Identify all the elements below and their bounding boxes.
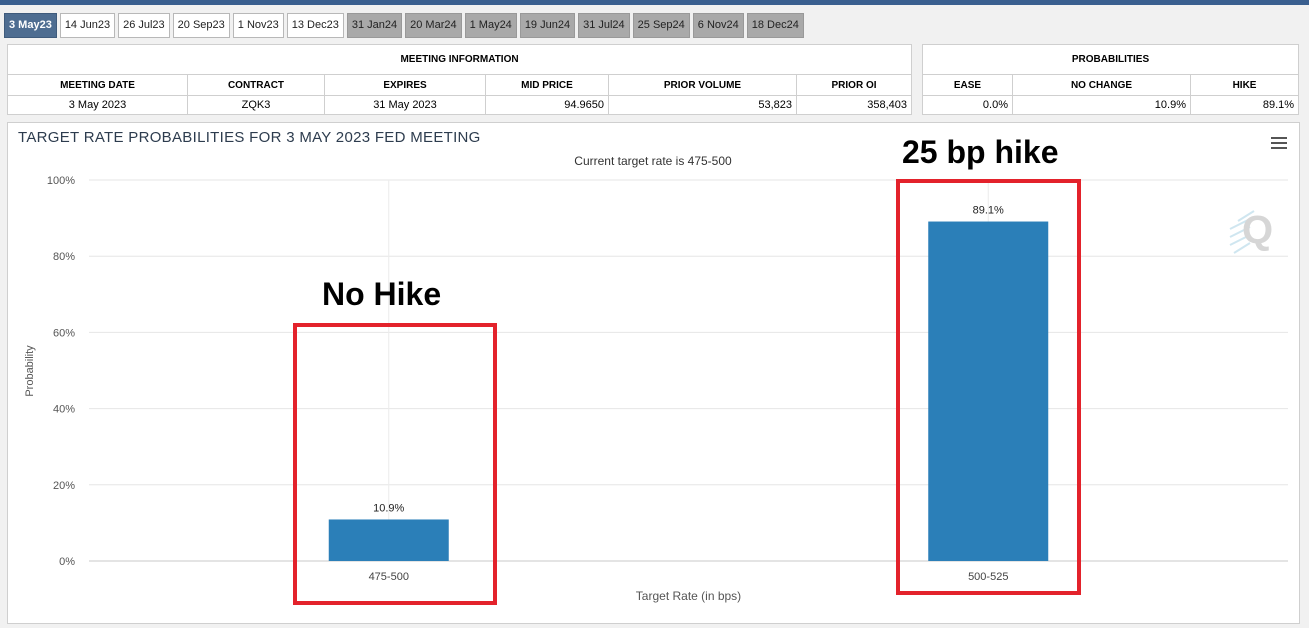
cell-mid-price: 94.9650 <box>485 95 609 115</box>
top-accent-bar <box>0 0 1309 5</box>
y-tick-label: 60% <box>53 327 75 339</box>
cell-prior-volume: 53,823 <box>608 95 797 115</box>
meeting-tabs: 3 May23 14 Jun23 26 Jul23 20 Sep23 1 Nov23 13… <box>4 13 804 38</box>
probabilities-title: PROBABILITIES <box>921 44 1300 75</box>
chart-subtitle: Current target rate is 475-500 <box>574 154 732 168</box>
annotation-no-hike: No Hike <box>322 276 442 312</box>
tab-20-mar24[interactable]: 20 Mar24 <box>405 13 462 38</box>
y-tick-label: 80% <box>53 251 75 263</box>
cell-ease: 0.0% <box>922 95 1013 115</box>
x-tick-label: 475-500 <box>369 571 409 583</box>
tab-31-jan24[interactable]: 31 Jan24 <box>346 13 403 38</box>
bar-475-500 <box>328 519 449 561</box>
table-row: 3 May 2023 ZQK3 31 May 2023 94.9650 53,8… <box>7 95 913 115</box>
tab-1-may24[interactable]: 1 May24 <box>464 13 517 38</box>
tab-19-jun24[interactable]: 19 Jun24 <box>519 13 576 38</box>
tab-14-jun23[interactable]: 14 Jun23 <box>59 13 116 38</box>
tab-18-dec24[interactable]: 18 Dec24 <box>746 13 804 38</box>
chart-title: TARGET RATE PROBABILITIES FOR 3 MAY 2023… <box>18 129 481 146</box>
y-tick-label: 40% <box>53 404 75 416</box>
hamburger-menu-icon[interactable] <box>1271 137 1287 152</box>
tab-13-dec23[interactable]: 13 Dec23 <box>286 13 344 38</box>
cell-expires: 31 May 2023 <box>324 95 486 115</box>
y-axis-label: Probability <box>24 345 36 397</box>
watermark-q-logo-icon: Q <box>1229 208 1273 254</box>
bar-value-label: 10.9% <box>373 502 404 514</box>
meeting-info-table: MEETING INFORMATION MEETING DATE CONTRAC… <box>6 44 913 115</box>
y-tick-label: 100% <box>47 175 75 187</box>
tab-1-nov23[interactable]: 1 Nov23 <box>232 13 284 38</box>
probabilities-table: PROBABILITIES EASE NO CHANGE HIKE 0.0% 1… <box>921 44 1300 115</box>
svg-text:Q: Q <box>1242 208 1273 252</box>
tab-31-jul24[interactable]: 31 Jul24 <box>578 13 630 38</box>
x-axis-label: Target Rate (in bps) <box>636 589 741 603</box>
x-tick-label: 500-525 <box>968 571 1008 583</box>
annotation-box-no-hike <box>293 323 497 605</box>
cell-meeting-date: 3 May 2023 <box>7 95 188 115</box>
tab-26-jul23[interactable]: 26 Jul23 <box>118 13 170 38</box>
y-tick-label: 20% <box>53 480 75 492</box>
tab-25-sep24[interactable]: 25 Sep24 <box>632 13 690 38</box>
y-tick-label: 0% <box>59 556 75 568</box>
tab-6-nov24[interactable]: 6 Nov24 <box>692 13 744 38</box>
cell-contract: ZQK3 <box>187 95 325 115</box>
table-row: 0.0% 10.9% 89.1% <box>922 95 1300 115</box>
annotation-hike: 25 bp hike <box>902 134 1059 170</box>
cell-hike: 89.1% <box>1189 95 1300 115</box>
bar-500-525 <box>928 221 1049 562</box>
cell-no-change: 10.9% <box>1012 95 1191 115</box>
bar-value-label: 89.1% <box>973 205 1004 217</box>
annotation-box-hike <box>896 179 1081 595</box>
chart-panel: TARGET RATE PROBABILITIES FOR 3 MAY 2023… <box>7 122 1300 624</box>
tab-20-sep23[interactable]: 20 Sep23 <box>172 13 230 38</box>
cell-prior-oi: 358,403 <box>795 95 913 115</box>
tab-3-may23[interactable]: 3 May23 <box>4 13 57 38</box>
